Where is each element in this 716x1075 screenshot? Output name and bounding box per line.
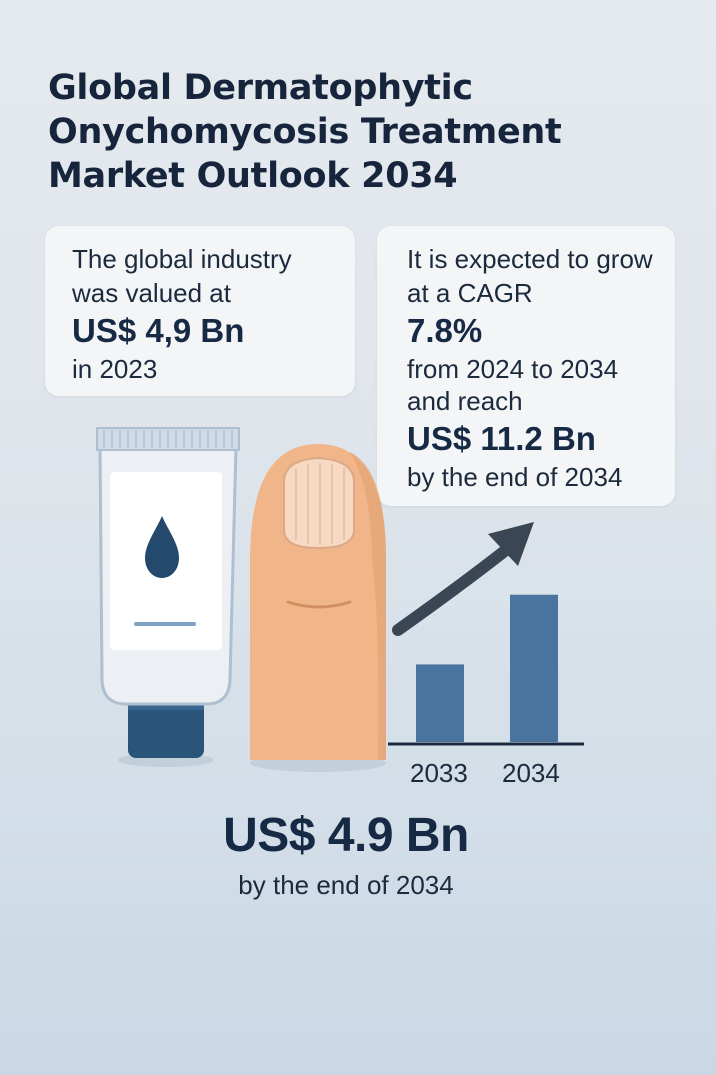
valuation-text-2: was valued at [72, 278, 231, 308]
valuation-year: in 2023 [72, 354, 158, 384]
bottom-value: US$ 4.9 Bn [223, 809, 469, 862]
growth-text-1: It is expected to grow [407, 244, 653, 274]
title-line-2: Onychomycosis Treatment [48, 112, 562, 152]
bottom-subtitle: by the end of 2034 [238, 870, 454, 900]
tick-label-2033: 2033 [410, 758, 468, 788]
cagr-value: 7.8% [407, 312, 483, 349]
finger-nail-icon [250, 444, 386, 772]
valuation-text-1: The global industry [72, 244, 292, 274]
bar-chart [388, 594, 584, 746]
growth-card: It is expected to grow at a CAGR 7.8% fr… [377, 226, 675, 506]
valuation-card: The global industry was valued at US$ 4,… [45, 226, 355, 396]
growth-text-2: at a CAGR [407, 278, 533, 308]
title-line-3: Market Outlook 2034 [48, 156, 458, 196]
trend-arrow-icon [392, 522, 534, 636]
forecast-year: by the end of 2034 [407, 462, 623, 492]
page-title: Global Dermatophytic Onychomycosis Treat… [48, 66, 668, 198]
growth-period: from 2024 to 2034 [407, 354, 619, 384]
title-line-1: Global Dermatophytic [48, 68, 473, 108]
bar-2033 [416, 664, 464, 742]
bar-2034 [510, 594, 558, 742]
forecast-value: US$ 11.2 Bn [407, 420, 596, 457]
drop-icon [145, 516, 179, 578]
ointment-tube-icon [96, 427, 240, 767]
tick-label-2034: 2034 [502, 758, 560, 788]
valuation-value: US$ 4,9 Bn [72, 312, 245, 349]
growth-text-4: and reach [407, 386, 523, 416]
